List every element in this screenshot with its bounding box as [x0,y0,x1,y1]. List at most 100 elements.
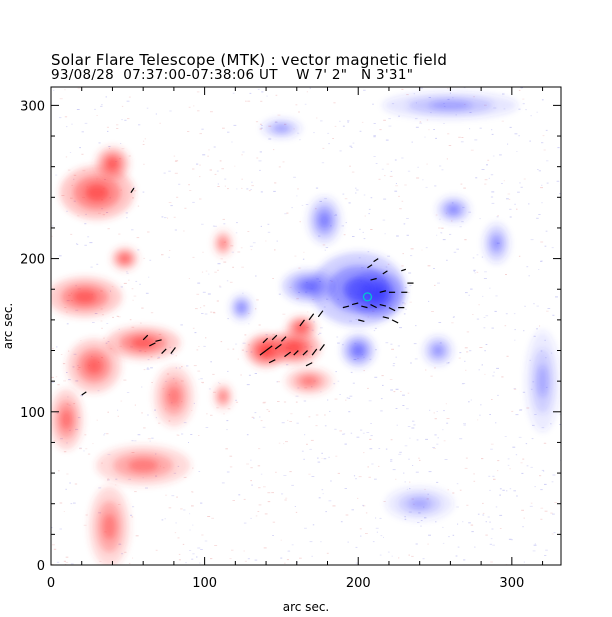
field-vector [382,270,388,275]
noise-speckle [546,310,549,312]
noise-speckle [253,417,255,419]
positive-region-left-plage-chain [51,389,84,450]
noise-speckle [143,257,145,259]
noise-speckle [499,528,502,529]
noise-speckle [433,448,436,449]
noise-speckle [490,448,493,450]
noise-speckle [96,115,98,116]
noise-speckle [197,370,201,372]
noise-speckle [453,316,455,318]
noise-speckle [286,212,289,214]
noise-speckle [544,245,547,247]
noise-speckle [486,164,488,166]
noise-speckle [538,170,541,172]
noise-speckle [150,312,154,314]
noise-speckle [518,108,521,110]
noise-speckle [107,411,109,413]
noise-speckle [222,218,225,220]
noise-speckle [98,487,102,489]
noise-speckle [345,514,349,516]
noise-speckle [362,231,364,233]
noise-speckle [229,466,233,468]
noise-speckle [487,159,490,161]
noise-speckle [207,155,209,157]
noise-speckle [66,210,68,212]
noise-speckle [224,185,226,187]
marker-group [362,292,373,302]
noise-speckle [526,407,530,409]
noise-speckle [514,203,516,205]
noise-speckle [369,438,372,440]
noise-speckle [546,182,549,184]
noise-speckle [74,483,78,485]
noise-speckle [226,471,230,473]
noise-speckle [368,208,371,210]
noise-speckle [513,313,516,315]
noise-speckle [83,524,87,526]
noise-speckle [332,138,334,139]
noise-speckle [140,322,142,324]
noise-speckle [433,412,435,414]
noise-speckle [464,347,468,349]
noise-speckle [168,170,171,172]
noise-speckle [209,169,212,171]
noise-speckle [473,269,476,271]
noise-speckle [356,189,359,191]
noise-speckle [100,320,103,322]
noise-speckle [559,414,561,416]
noise-speckle [516,151,518,152]
noise-speckle [318,497,321,499]
noise-speckle [547,308,551,309]
field-vector [388,307,396,312]
noise-speckle [384,233,386,235]
noise-speckle [350,371,353,373]
noise-speckle [183,230,185,232]
noise-speckle [443,440,446,442]
noise-speckle [477,419,479,421]
noise-speckle [312,524,315,526]
noise-speckle [504,325,507,327]
noise-speckle [470,149,474,151]
noise-speckle [483,278,487,279]
noise-speckle [358,476,362,478]
noise-speckle [64,89,66,91]
noise-speckle [521,472,524,474]
noise-speckle [251,185,254,187]
noise-speckle [206,413,208,415]
noise-speckle [297,188,299,190]
noise-speckle [143,140,145,142]
noise-speckle [491,129,493,131]
noise-speckle [459,352,462,354]
noise-speckle [101,314,104,316]
noise-speckle [436,411,438,412]
noise-speckle [128,96,131,98]
noise-speckle [237,251,241,253]
noise-speckle [433,129,435,130]
noise-speckle [189,550,192,551]
noise-speckle [363,370,365,372]
noise-speckle [499,488,502,490]
noise-speckle [359,528,362,530]
noise-speckle [233,124,237,126]
noise-speckle [367,387,369,389]
noise-speckle [352,142,355,144]
noise-speckle [481,364,483,366]
noise-speckle [301,450,304,452]
noise-speckle [503,180,505,182]
noise-speckle [320,541,322,543]
noise-speckle [408,458,410,460]
noise-speckle [324,249,326,251]
noise-speckle [165,494,168,496]
noise-speckle [65,156,68,158]
noise-speckle [320,120,323,122]
field-vector [259,350,267,356]
noise-speckle [491,399,493,400]
noise-speckle [234,165,236,167]
noise-speckle [63,511,65,512]
noise-speckle [254,412,257,414]
noise-speckle [276,381,278,383]
noise-speckle [422,558,425,560]
noise-speckle [332,505,336,507]
noise-speckle [515,414,519,416]
noise-speckle [389,175,393,177]
